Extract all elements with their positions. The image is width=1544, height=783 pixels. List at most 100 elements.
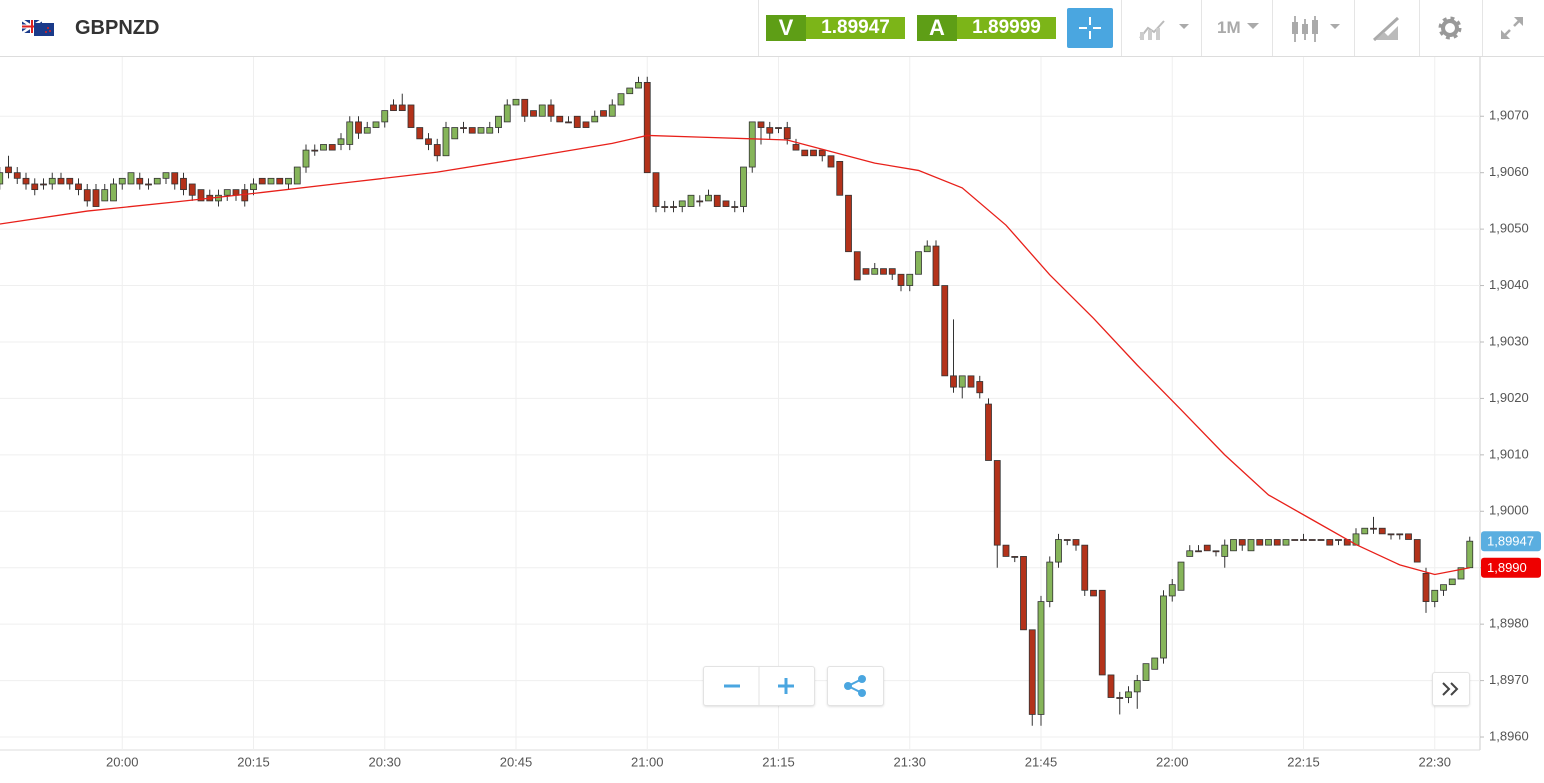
settings-button[interactable] [1436,14,1464,42]
fullscreen-button[interactable] [1498,14,1526,42]
drawing-tools-button[interactable] [1372,14,1402,42]
candle-body [267,177,275,185]
candle-body [503,104,511,123]
share-button[interactable] [827,666,884,706]
candle-style-button[interactable] [1290,14,1346,44]
grid [0,57,1480,750]
candle-body [1046,561,1054,602]
candle-body [748,121,756,168]
candle-body [1378,527,1386,535]
candle-body [687,194,695,207]
candle-body [363,127,371,134]
y-tick-label: 1,9010 [1489,446,1529,461]
candle-body [792,144,800,151]
candle-body [495,115,502,128]
candle-body [1291,539,1299,541]
candle-body [1151,657,1159,670]
candle-body [1203,544,1211,552]
candle-body [1431,589,1439,602]
candle-body [591,115,599,123]
candle-body [433,144,441,157]
zoom-icons [724,667,794,705]
candle-body [932,245,940,286]
candle-body [1221,544,1229,557]
candle-body [1405,533,1412,540]
candle-body [66,177,74,185]
chart-type-button[interactable] [1138,16,1194,42]
candle-body [1230,539,1237,552]
y-tick-label: 1,9020 [1489,390,1529,405]
candle-body [1457,567,1465,580]
candle-body [1247,539,1255,552]
candle-body [442,127,450,157]
candle-body [460,127,467,129]
candle-body [845,194,852,253]
candle-body [241,189,249,202]
candle-body [538,104,546,117]
candle-body [600,110,607,117]
candle-body [293,166,301,185]
candle-body [818,149,826,157]
candle-body [915,251,922,275]
candle-body [83,189,91,202]
candle-body [608,104,616,117]
candle-body [5,166,12,174]
crosshair-button[interactable] [1067,8,1113,48]
candle-body [1413,539,1421,563]
y-tick-label: 1,8980 [1489,616,1529,631]
candle-body [888,268,896,275]
candle-body [521,98,529,117]
candle-body [565,121,572,124]
y-tick-label: 1,9070 [1489,108,1529,123]
candle-body [530,110,537,117]
candle-body [705,194,712,202]
interval-button[interactable]: 1M [1217,18,1241,37]
candle-body [13,172,21,179]
candle-body [976,381,984,394]
candle-body [1273,539,1281,546]
candle-body [827,155,835,168]
candle-body [136,177,144,185]
scroll-latest-button[interactable] [1432,672,1470,706]
candle-body [1370,527,1377,530]
candle-body [1098,589,1106,676]
candle-body [372,121,380,128]
candle-body [346,121,354,145]
candle-body [477,127,485,134]
zoom-in[interactable] [778,678,794,694]
dropdown-arrow [1247,23,1259,29]
candle-body [451,127,459,140]
candle-body [635,81,642,89]
candle-body [1422,572,1430,602]
x-tick-label: 21:45 [1025,754,1058,769]
y-tick-label: 1,8960 [1489,728,1529,743]
candle-body [1212,550,1220,553]
candle-body [486,127,494,134]
candle-body [390,104,397,112]
candle-body [880,268,887,275]
candle-body [1282,539,1290,546]
candle-body [985,403,992,461]
y-tick-label: 1,8970 [1489,672,1529,687]
candle-body [1387,533,1395,536]
x-tick-label: 20:15 [237,754,270,769]
candle-body [713,194,721,207]
candle-body [836,161,844,196]
candle-body [722,200,730,207]
x-tick-label: 22:15 [1287,754,1320,769]
candle-body [967,375,975,388]
candle-body [31,183,39,191]
sell-button[interactable]: V 1.89947 [766,8,905,48]
flag-icon [22,20,54,36]
candle-body [1326,539,1334,546]
price-tag [1481,531,1541,552]
candle-body [696,200,704,203]
candle-body [145,183,152,186]
candle-body [1142,663,1150,681]
candle-body [1081,544,1089,591]
buy-button[interactable]: A 1.89999 [917,8,1056,48]
buy-label: A [917,15,957,41]
separator [1482,0,1483,56]
candle-body [897,273,905,286]
